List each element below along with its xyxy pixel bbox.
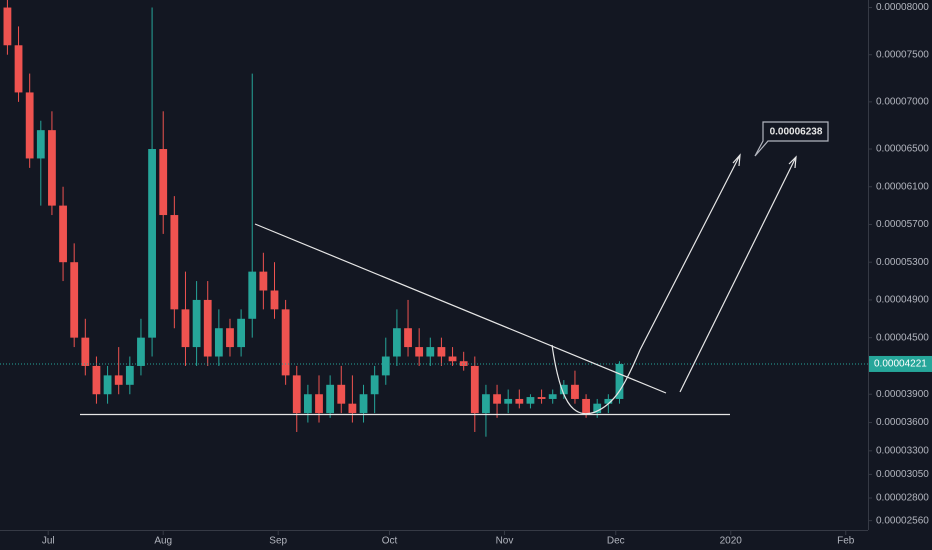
candle-body <box>103 375 112 395</box>
candle-body <box>459 361 468 366</box>
candle-body <box>3 7 12 46</box>
candle-body <box>504 398 513 404</box>
candle-body <box>14 45 23 93</box>
x-tick-label: Nov <box>496 536 514 547</box>
candle-body <box>203 299 212 357</box>
candle-body <box>70 262 79 338</box>
y-tick-label: 0.00003050 <box>876 469 929 480</box>
candle-body <box>81 337 90 366</box>
candle-body <box>393 328 401 357</box>
candle-body <box>559 384 568 395</box>
x-tick-label: Oct <box>382 536 398 547</box>
candle-body <box>281 309 290 376</box>
candle-body <box>482 394 490 414</box>
last-price-label: 0.00004221 <box>874 359 927 370</box>
candle-body <box>515 398 524 404</box>
trendline <box>254 223 667 394</box>
y-tick-label: 0.00005700 <box>876 219 929 230</box>
candle-body <box>181 309 190 348</box>
candle-body <box>59 205 67 263</box>
candle-body <box>426 347 435 357</box>
candle-body <box>292 375 301 414</box>
candle-body <box>315 394 323 414</box>
y-tick-label: 0.00004900 <box>876 295 929 306</box>
candle-body <box>571 384 579 399</box>
y-tick-label: 0.00006500 <box>876 144 929 155</box>
candle-body <box>548 394 557 399</box>
candle-body <box>259 271 268 291</box>
candle-body <box>92 365 101 395</box>
candle-body <box>448 356 457 362</box>
candle-body <box>415 347 424 357</box>
candle-body <box>348 403 357 414</box>
x-tick-label: Aug <box>154 536 172 547</box>
candle-body <box>604 398 613 404</box>
candle-body <box>537 397 546 399</box>
callout-box <box>754 121 829 157</box>
candle-body <box>326 384 335 414</box>
last-price-box <box>869 355 932 372</box>
candle-body <box>359 394 368 414</box>
y-tick-label: 0.00008000 <box>876 2 929 13</box>
drawings: 0.00006238 <box>80 121 829 416</box>
y-tick-label: 0.00003600 <box>876 417 929 428</box>
candle-body <box>615 363 624 399</box>
candle-body <box>303 394 312 414</box>
candle-body <box>437 347 446 357</box>
y-tick-label: 0.00003900 <box>876 389 929 400</box>
y-tick-label: 0.00002560 <box>876 515 929 526</box>
candle-body <box>370 375 379 395</box>
candle-body <box>248 271 257 319</box>
candle-body <box>192 299 201 348</box>
candle-body <box>404 328 412 348</box>
y-tick-label: 0.00004500 <box>876 332 929 343</box>
x-tick-label: Jul <box>42 536 55 547</box>
arrow-head <box>788 155 797 169</box>
candle-body <box>159 149 168 216</box>
x-tick-label: Dec <box>607 536 625 547</box>
y-tick-label: 0.00007000 <box>876 97 929 108</box>
candle-body <box>270 290 279 310</box>
projection-line <box>679 156 797 393</box>
candle-body <box>470 365 479 414</box>
x-tick-label: Sep <box>269 536 287 547</box>
candle-body <box>493 394 501 404</box>
candle-body <box>237 318 246 348</box>
candle-body <box>593 403 602 414</box>
candle-body <box>226 328 234 348</box>
callout-text: 0.00006238 <box>770 127 823 138</box>
arrow-head <box>732 153 741 167</box>
y-tick-label: 0.00006100 <box>876 181 929 192</box>
candle-body <box>170 215 179 310</box>
candle-body <box>125 365 134 385</box>
candle-body <box>526 397 535 404</box>
candle-body <box>25 92 34 159</box>
x-tick-label: 2020 <box>720 536 743 547</box>
candle-body <box>337 384 346 404</box>
candle-body <box>148 149 156 338</box>
x-tick-label: Feb <box>837 536 855 547</box>
projection-curve <box>551 154 741 415</box>
y-tick-label: 0.00002800 <box>876 493 929 504</box>
candle-body <box>137 337 145 366</box>
candle-body <box>36 130 45 159</box>
candle-body <box>48 130 56 206</box>
candle-body <box>214 328 223 357</box>
candle-body <box>582 398 590 414</box>
candle-body <box>381 356 390 376</box>
y-tick-label: 0.00007500 <box>876 49 929 60</box>
y-tick-label: 0.00003300 <box>876 445 929 456</box>
y-tick-label: 0.00005300 <box>876 257 929 268</box>
candle-body <box>114 375 123 385</box>
